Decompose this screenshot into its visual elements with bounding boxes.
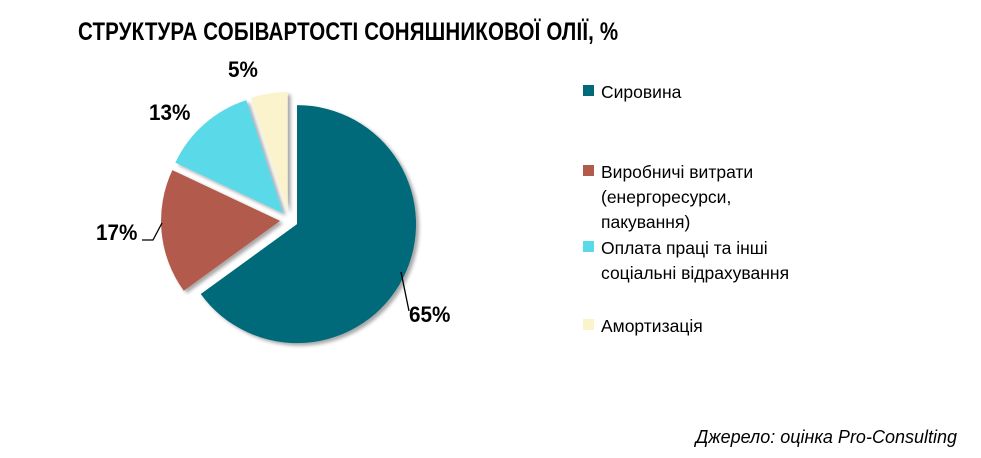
pie-label-5pct: 5%: [228, 57, 258, 82]
pie-label-17pct: 17%: [96, 220, 138, 245]
legend-item-raw-materials: Сировина: [583, 80, 816, 105]
pie-slices: [161, 92, 417, 344]
leader-line-17pct: [142, 222, 163, 241]
legend-item-depreciation: Амортизація: [583, 314, 816, 339]
legend-label-depreciation: Амортизація: [601, 316, 703, 336]
pie-slice-3: [175, 100, 284, 214]
legend-item-labor: Оплата праці та інші соціальні відрахува…: [583, 236, 816, 286]
pie-slice-4: [250, 92, 288, 212]
chart-title: СТРУКТУРА СОБІВАРТОСТІ СОНЯШНИКОВОЇ ОЛІЇ…: [78, 18, 619, 46]
pie-label-65pct: 65%: [409, 302, 451, 327]
pie-slice-1: [200, 105, 417, 344]
pie-label-13pct: 13%: [149, 100, 191, 125]
leader-line-65pct: [400, 271, 410, 312]
legend-swatch-labor-icon: [583, 241, 594, 252]
legend-item-production-costs: Виробничі витрати (енергоресурси, пакува…: [583, 160, 816, 235]
source-note: Джерело: оцінка Pro-Consulting: [695, 427, 957, 447]
legend-label-labor: Оплата праці та інші соціальні відрахува…: [601, 238, 790, 283]
pie-slice-2: [161, 170, 281, 291]
legend-swatch-production-costs-icon: [583, 165, 594, 176]
legend-label-production-costs: Виробничі витрати (енергоресурси, пакува…: [601, 162, 754, 232]
legend-swatch-depreciation-icon: [583, 319, 594, 330]
legend-swatch-raw-materials-icon: [583, 85, 594, 96]
legend-label-raw-materials: Сировина: [601, 82, 682, 102]
